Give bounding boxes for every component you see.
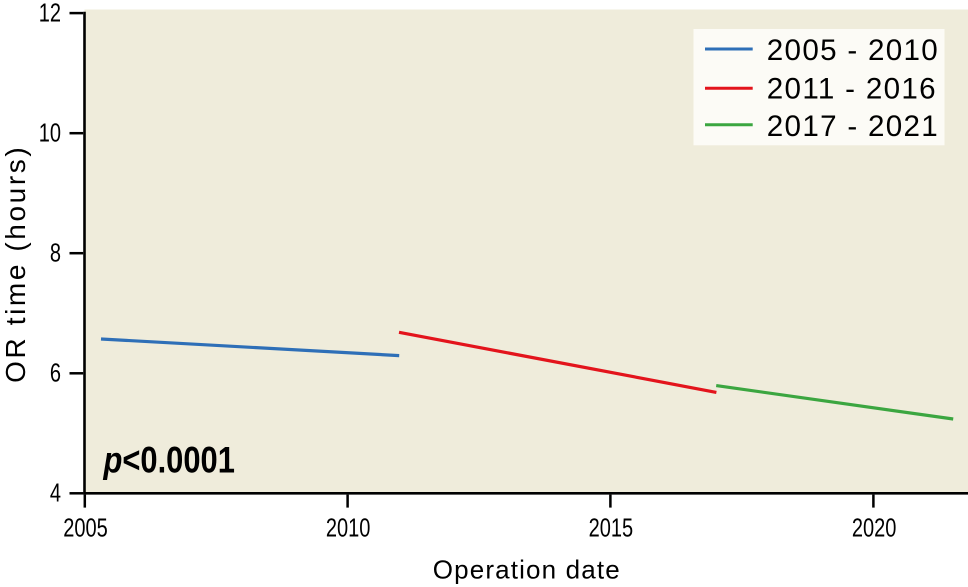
svg-text:OR time (hours): OR time (hours)	[0, 145, 31, 383]
svg-text:2017 - 2021: 2017 - 2021	[767, 110, 939, 143]
svg-text:6: 6	[50, 358, 61, 387]
svg-text:2011 - 2016: 2011 - 2016	[767, 73, 937, 106]
svg-text:Operation date: Operation date	[433, 555, 621, 585]
svg-text:p<0.0001: p<0.0001	[103, 440, 235, 481]
svg-text:12: 12	[39, 0, 61, 27]
svg-text:10: 10	[39, 118, 61, 147]
svg-text:2020: 2020	[852, 513, 897, 542]
svg-text:4: 4	[50, 478, 61, 507]
svg-text:8: 8	[50, 238, 61, 267]
svg-text:2005 - 2010: 2005 - 2010	[767, 34, 939, 67]
svg-text:2015: 2015	[589, 513, 634, 542]
svg-text:2005: 2005	[63, 513, 108, 542]
svg-text:2010: 2010	[326, 513, 371, 542]
